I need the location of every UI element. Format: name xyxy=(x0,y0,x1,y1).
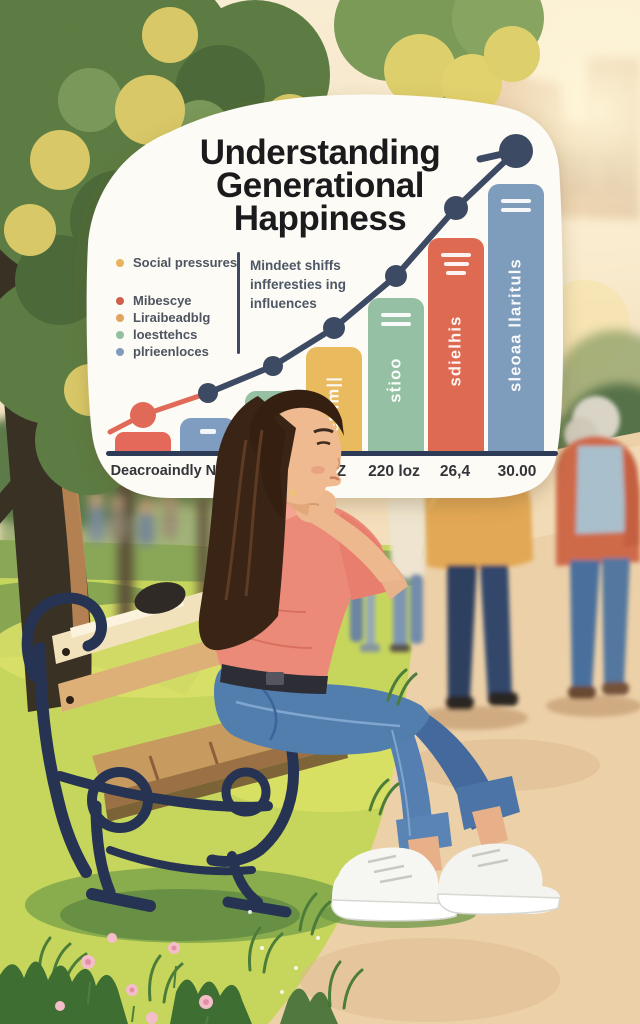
tree-foliage-right xyxy=(334,0,544,114)
card-blob xyxy=(86,94,563,498)
path-shade xyxy=(300,938,560,1022)
